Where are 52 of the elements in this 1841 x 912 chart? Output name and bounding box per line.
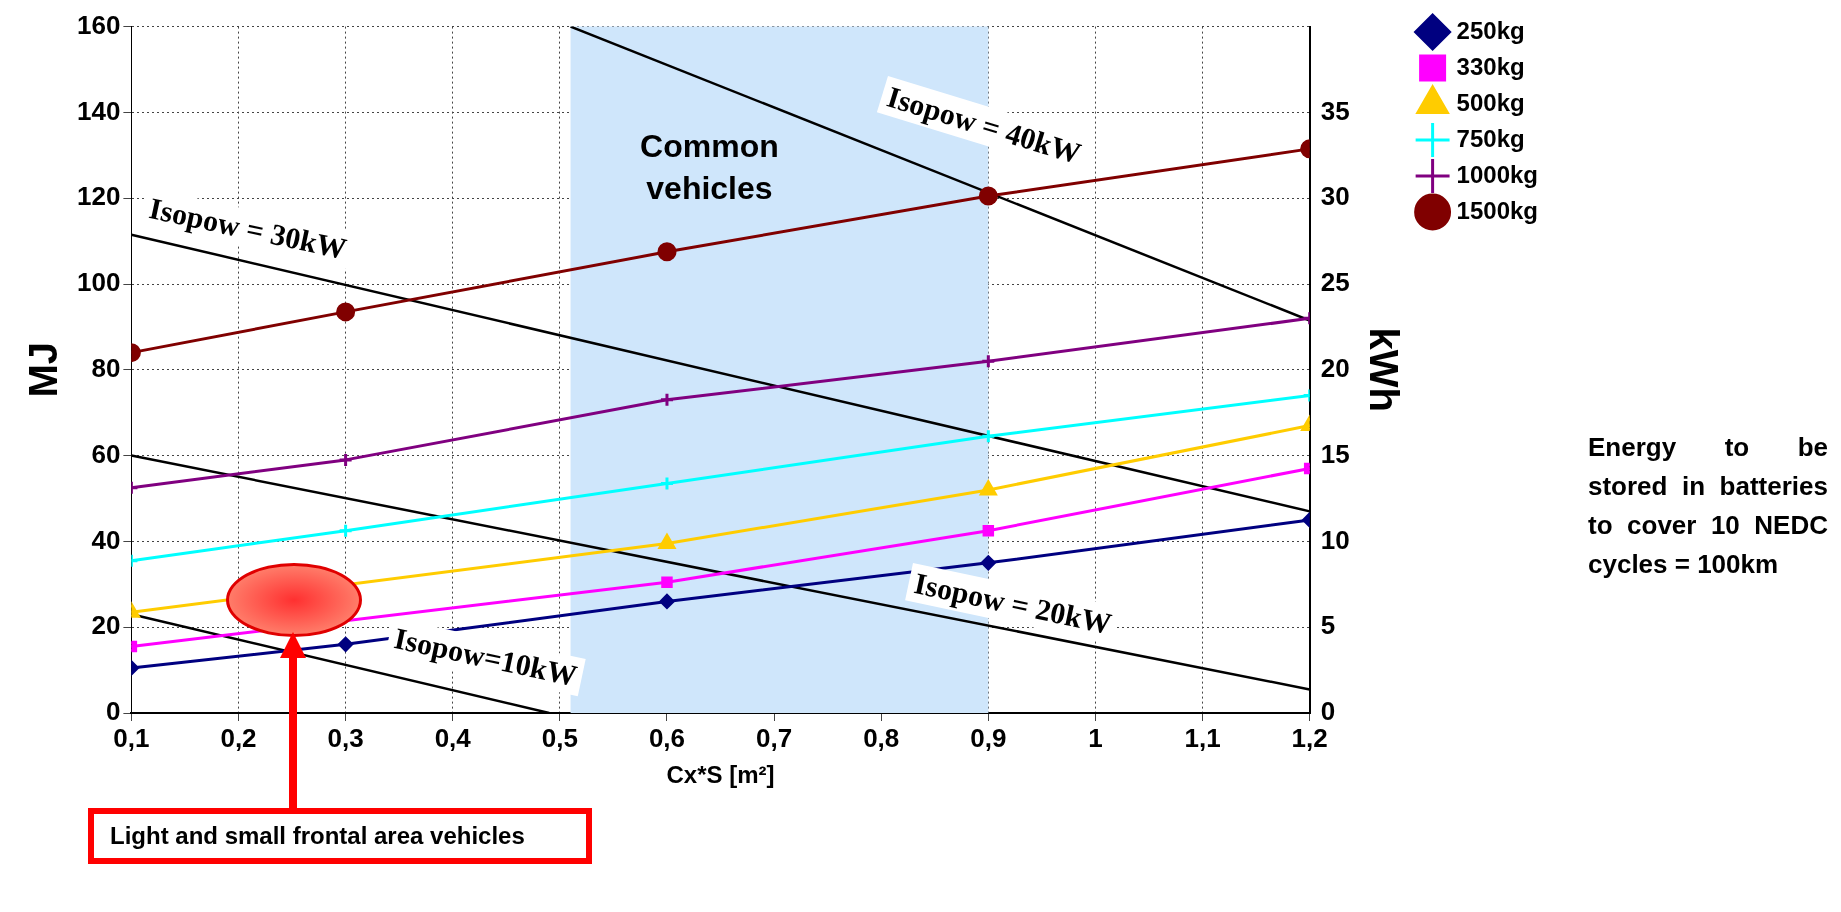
- y-tick-label: 140: [76, 95, 121, 126]
- y-axis-title: MJ: [21, 342, 66, 398]
- x-tick-label: 0,6: [648, 722, 686, 753]
- x-tick-label: 1,1: [1184, 722, 1221, 753]
- y2-tick-label: 5: [1320, 610, 1336, 641]
- y-tick-label: 40: [91, 524, 121, 555]
- point: [659, 475, 675, 491]
- legend-label: 250kg: [1456, 16, 1525, 44]
- x-tick-label: 0,3: [327, 722, 364, 753]
- point: [980, 555, 996, 571]
- y2-tick-label: 25: [1320, 267, 1350, 298]
- point: [659, 593, 675, 609]
- y-tick-label: 20: [91, 610, 121, 641]
- x-tick-label: 0,2: [220, 722, 257, 753]
- y2-tick-label: 15: [1320, 438, 1350, 469]
- y-tick-label: 80: [91, 352, 121, 383]
- point: [657, 242, 677, 262]
- text: Energy to be stored in batteries to cover 10 NEDC cycles = 100km: [1588, 431, 1828, 581]
- x-tick-label: 1: [1088, 722, 1103, 753]
- point: [338, 523, 354, 539]
- annotation: Isopow = 20kW: [905, 563, 1121, 645]
- legend-label: 1500kg: [1456, 196, 1539, 224]
- y2-tick-label: 35: [1320, 95, 1350, 126]
- point: [338, 452, 354, 468]
- legend-label: 750kg: [1456, 124, 1525, 152]
- point: [338, 636, 354, 652]
- legend-label: 330kg: [1456, 52, 1525, 80]
- point: [336, 302, 356, 322]
- x-tick-label: 0,9: [970, 722, 1007, 753]
- x-tick-label: 0,8: [863, 722, 900, 753]
- x-tick-label: 0,7: [756, 722, 793, 753]
- legend-label: 1000kg: [1456, 160, 1539, 188]
- x-tick-label: 0,5: [541, 722, 578, 753]
- y2-tick-label: 10: [1320, 524, 1350, 555]
- y-tick-label: 60: [91, 438, 121, 469]
- y2-axis-title: kWh: [1361, 327, 1406, 413]
- text: Light and small frontal area vehicles: [88, 808, 592, 864]
- point: [980, 428, 996, 444]
- y-tick-label: 100: [76, 267, 121, 298]
- annotation: Isopow = 40kW: [876, 76, 1092, 175]
- y2-tick-label: 30: [1320, 181, 1350, 212]
- y-tick-label: 120: [76, 181, 121, 212]
- point: [978, 186, 998, 206]
- point: [980, 353, 996, 369]
- annotation: Isopow = 30kW: [140, 188, 356, 270]
- y2-tick-label: 20: [1320, 352, 1350, 383]
- x-axis-title: Cx*S [m²]: [666, 761, 775, 789]
- y-tick-label: 160: [76, 9, 121, 40]
- point: [659, 392, 675, 408]
- legend-label: 500kg: [1456, 88, 1525, 116]
- band-label: Common vehicles: [640, 127, 779, 206]
- x-tick-label: 0,4: [434, 722, 472, 753]
